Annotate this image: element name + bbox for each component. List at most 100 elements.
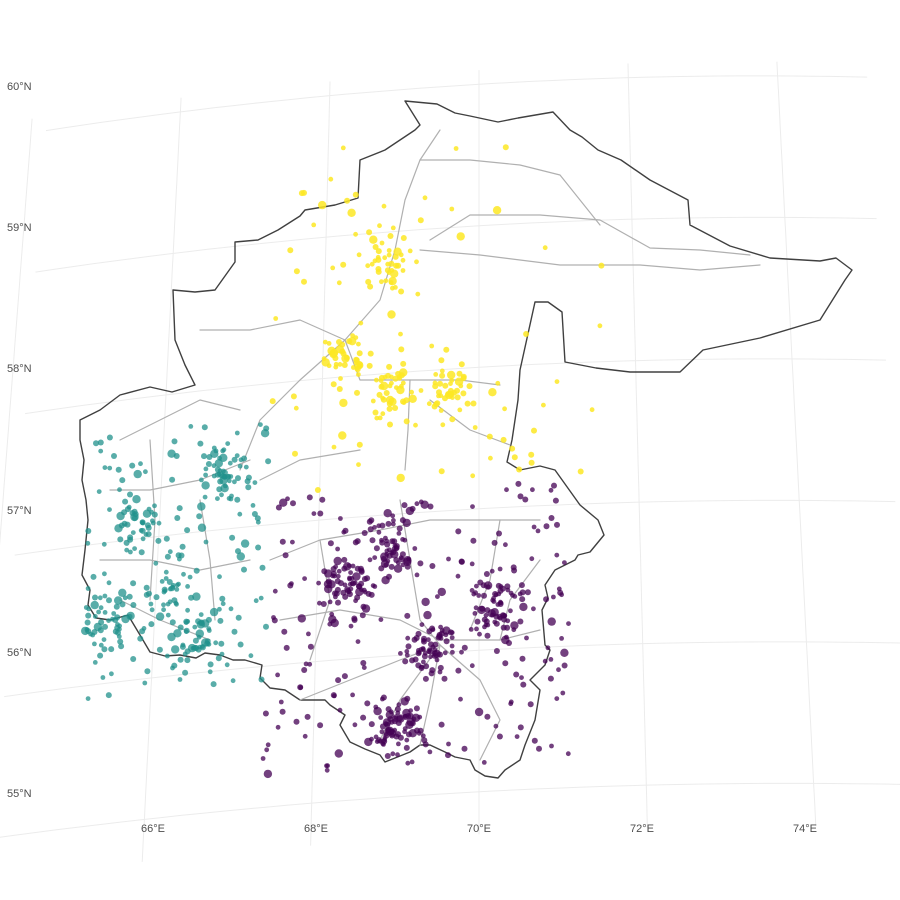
settlement-south xyxy=(474,626,479,632)
settlement-west xyxy=(114,524,123,533)
settlement-south xyxy=(427,749,433,755)
settlement-west xyxy=(102,623,108,630)
settlement-west xyxy=(187,643,197,653)
settlement-west xyxy=(229,534,236,541)
settlement-south xyxy=(560,648,569,657)
settlement-north xyxy=(375,248,382,255)
settlement-west xyxy=(98,619,105,626)
settlement-west xyxy=(106,618,111,623)
settlement-north xyxy=(356,372,361,377)
settlement-south xyxy=(508,590,514,596)
settlement-north xyxy=(456,370,463,377)
settlement-west xyxy=(237,641,244,648)
settlement-south xyxy=(461,745,468,752)
settlement-west xyxy=(156,520,162,526)
settlement-south xyxy=(413,705,420,712)
settlement-north xyxy=(464,400,471,407)
settlement-west xyxy=(145,524,152,531)
settlement-west xyxy=(90,600,99,610)
settlement-north xyxy=(598,262,605,269)
settlement-north xyxy=(470,400,477,407)
settlement-west xyxy=(111,453,117,459)
settlement-west xyxy=(96,609,101,615)
settlement-west xyxy=(215,496,220,501)
region-boundary xyxy=(79,100,853,779)
settlement-north xyxy=(350,333,355,338)
settlement-west xyxy=(202,494,208,500)
settlement-south xyxy=(319,496,326,503)
settlement-west xyxy=(241,455,248,462)
settlement-south xyxy=(442,650,448,656)
settlement-north xyxy=(488,455,493,461)
settlement-west xyxy=(132,511,139,518)
settlement-south xyxy=(455,573,461,579)
settlement-north xyxy=(314,487,321,493)
settlement-south xyxy=(404,612,411,619)
settlement-south xyxy=(373,704,379,710)
settlement-west xyxy=(113,603,120,610)
settlement-south xyxy=(519,675,524,680)
settlement-south xyxy=(390,751,396,757)
settlement-west xyxy=(138,549,145,556)
settlement-west xyxy=(179,643,186,650)
settlement-south xyxy=(498,584,504,589)
settlement-south xyxy=(562,560,567,565)
settlement-south xyxy=(421,647,426,652)
settlement-south xyxy=(366,518,373,525)
settlement-south xyxy=(391,538,398,545)
settlement-west xyxy=(101,646,108,653)
settlement-south xyxy=(324,767,330,773)
settlement-north xyxy=(374,415,380,421)
settlement-south xyxy=(361,530,368,536)
settlement-south xyxy=(437,587,446,597)
settlement-south xyxy=(549,743,554,749)
settlement-north xyxy=(403,418,410,425)
settlement-north xyxy=(353,231,358,237)
settlement-north xyxy=(375,268,382,275)
settlement-north xyxy=(388,260,395,267)
settlement-north xyxy=(356,441,363,448)
settlement-west xyxy=(258,595,264,601)
settlement-west xyxy=(173,600,179,606)
settlement-west xyxy=(85,586,91,591)
settlement-north xyxy=(338,376,343,381)
settlement-south xyxy=(428,641,434,648)
settlement-west xyxy=(102,571,107,577)
settlement-north xyxy=(456,232,465,241)
settlement-west xyxy=(235,614,242,621)
road-25 xyxy=(309,539,331,661)
settlement-west xyxy=(83,605,89,610)
settlement-west xyxy=(199,477,204,483)
settlement-south xyxy=(429,563,436,569)
settlement-south xyxy=(390,513,396,519)
settlement-west xyxy=(210,449,219,458)
settlement-south xyxy=(320,601,327,607)
settlement-west xyxy=(244,478,251,485)
settlement-south xyxy=(420,733,426,739)
settlement-west xyxy=(237,511,243,517)
settlement-west xyxy=(177,677,183,682)
settlement-north xyxy=(444,390,454,400)
settlement-west xyxy=(192,624,198,630)
settlement-west xyxy=(174,582,180,588)
settlement-south xyxy=(404,695,411,702)
settlement-south xyxy=(402,537,408,543)
settlement-west xyxy=(167,599,173,605)
settlement-north xyxy=(365,263,371,269)
settlement-south xyxy=(434,657,440,663)
settlement-south xyxy=(426,637,431,643)
settlement-south xyxy=(370,583,376,588)
road-6 xyxy=(429,214,751,256)
settlement-south xyxy=(421,659,426,665)
settlement-south xyxy=(547,617,556,626)
settlement-south xyxy=(360,603,367,610)
settlement-north xyxy=(386,270,392,275)
settlement-south xyxy=(520,681,527,688)
settlement-west xyxy=(161,589,167,595)
settlement-west xyxy=(251,511,258,517)
settlement-west xyxy=(156,646,163,653)
settlement-west xyxy=(235,475,241,482)
settlement-north xyxy=(311,222,317,228)
settlement-south xyxy=(356,583,363,590)
graticule-lon-72 xyxy=(627,63,648,828)
